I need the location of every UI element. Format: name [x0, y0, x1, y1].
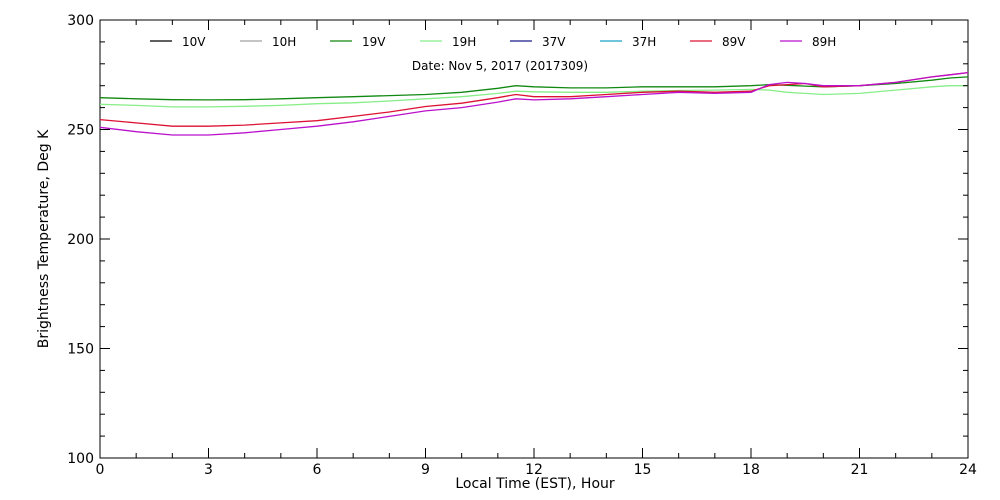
series-line-89h [99, 71, 969, 136]
legend-label-19h: 19H [452, 35, 476, 49]
x-tick-label: 9 [421, 462, 430, 478]
legend-label-89h: 89H [812, 35, 836, 49]
y-tick-label: 200 [67, 232, 94, 248]
series-line-89v [99, 71, 969, 127]
legend-label-10v: 10V [182, 35, 206, 49]
y-axis-label: Brightness Temperature, Deg K [36, 129, 52, 348]
x-tick-label: 15 [634, 462, 652, 478]
legend-label-89v: 89V [722, 35, 746, 49]
x-tick-label: 24 [959, 462, 977, 478]
x-tick-label: 18 [742, 462, 760, 478]
series-line-19h [99, 85, 968, 108]
x-tick-label: 21 [851, 462, 869, 478]
x-tick-label: 3 [204, 462, 213, 478]
x-tick-label: 12 [525, 462, 543, 478]
legend-label-37h: 37H [632, 35, 656, 49]
legend-label-10h: 10H [272, 35, 296, 49]
x-axis-label: Local Time (EST), Hour [455, 476, 615, 492]
y-tick-label: 100 [67, 451, 94, 467]
y-tick-label: 150 [67, 342, 94, 358]
x-tick-label: 6 [313, 462, 322, 478]
x-tick-label: 0 [96, 462, 105, 478]
legend: 10V 10H 19V 19H 37V 37H 89V 89H [150, 35, 836, 49]
legend-label-37v: 37V [542, 35, 566, 49]
ticks-layer: 0 3 6 9 12 15 18 21 24 100 150 200 250 300 [67, 13, 977, 478]
chart-title: Date: Nov 5, 2017 (2017309) [412, 59, 588, 73]
legend-label-19v: 19V [362, 35, 386, 49]
series-layer [99, 71, 969, 136]
y-tick-label: 300 [67, 13, 94, 29]
y-tick-label: 250 [67, 123, 94, 139]
